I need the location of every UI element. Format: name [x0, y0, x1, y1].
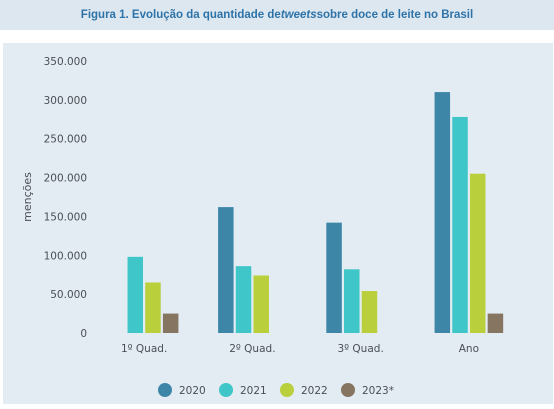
bar-2023-0 [162, 313, 179, 333]
figure-title-prefix: Figura 1. Evolução da quantidade de [80, 9, 281, 21]
y-tick-label: 300.000 [44, 95, 87, 107]
y-tick-label: 250.000 [44, 134, 87, 146]
bar-2022-3 [469, 173, 486, 333]
bar-2020-2 [326, 222, 342, 333]
bar-2021-3 [452, 116, 468, 333]
x-tick-label: 2º Quad. [229, 343, 275, 355]
legend-label: 2023* [362, 385, 394, 397]
bar-2020-3 [434, 92, 451, 333]
figure-title-italic: tweets [280, 9, 317, 21]
bar-2021-1 [235, 266, 252, 333]
legend-marker [158, 383, 172, 397]
figure-title: Figura 1. Evolução da quantidade de twee… [0, 0, 554, 30]
bar-2020-1 [218, 207, 234, 333]
bar-2021-0 [127, 256, 144, 333]
y-tick-label: 350.000 [44, 56, 87, 68]
chart-panel: 0 50.000 100.000 150.000 200.000 250.000 300.0… [3, 43, 553, 404]
x-tick-label: Ano [459, 343, 479, 355]
legend-label: 2020 [179, 385, 206, 397]
legend-label: 2021 [240, 385, 267, 397]
bar-2022-1 [253, 275, 269, 333]
x-tick-label: 1º Quad. [121, 343, 167, 355]
legend-marker [280, 383, 294, 397]
bar-2022-2 [361, 291, 378, 333]
legend-marker [219, 383, 233, 397]
x-tick-label: 3º Quad. [337, 343, 383, 355]
y-tick-label: 50.000 [50, 289, 87, 301]
legend-label: 2022 [301, 385, 328, 397]
y-tick-label: 150.000 [44, 211, 87, 223]
bar-chart: 0 50.000 100.000 150.000 200.000 250.000 300.0… [21, 56, 504, 397]
y-tick-label: 100.000 [44, 250, 87, 262]
bar-2022-0 [145, 282, 161, 333]
y-tick-label: 200.000 [44, 173, 87, 185]
bar-2023-3 [487, 313, 504, 333]
legend-marker [341, 383, 355, 397]
y-tick-label: 0 [80, 328, 87, 340]
figure-title-suffix: sobre doce de leite no Brasil [316, 9, 474, 21]
bar-2021-2 [344, 269, 360, 333]
y-axis-label: menções [21, 172, 34, 222]
